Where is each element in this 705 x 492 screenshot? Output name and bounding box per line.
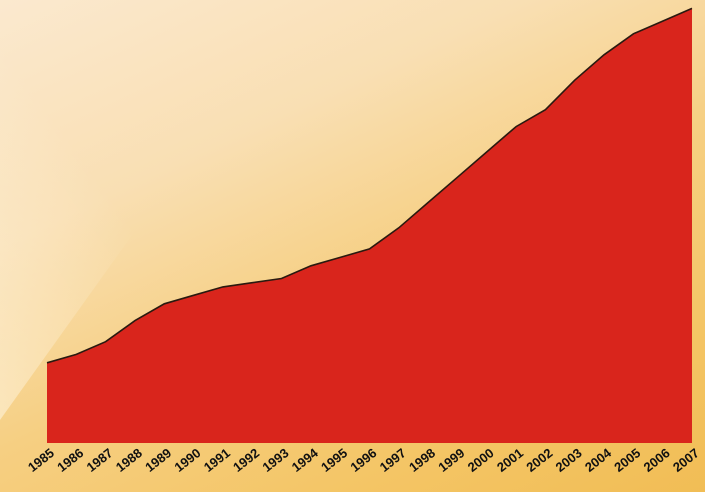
x-tick-label-1995: 1995 [318, 445, 350, 475]
x-tick-label-1986: 1986 [54, 445, 86, 475]
x-tick-label-2007: 2007 [670, 445, 702, 475]
x-tick-label-2000: 2000 [465, 445, 497, 475]
area-layer [46, 7, 693, 444]
x-tick-label-1994: 1994 [289, 445, 322, 475]
x-tick-label-1998: 1998 [406, 445, 438, 475]
x-tick-label-1997: 1997 [377, 445, 409, 475]
x-tick-label-2006: 2006 [641, 445, 673, 475]
x-tick-label-2002: 2002 [523, 445, 555, 475]
x-tick-label-1988: 1988 [113, 445, 145, 475]
x-tick-label-2004: 2004 [582, 445, 615, 475]
x-tick-label-1989: 1989 [142, 445, 174, 475]
x-tick-label-1991: 1991 [201, 445, 233, 475]
x-tick-label-1999: 1999 [435, 445, 467, 475]
x-tick-label-1987: 1987 [84, 445, 116, 475]
background-light-band [0, 0, 300, 420]
series-line [46, 7, 693, 364]
x-tick-label-1990: 1990 [172, 445, 204, 475]
x-tick-label-1993: 1993 [259, 445, 291, 475]
x-tick-label-1996: 1996 [347, 445, 379, 475]
x-tick-label-1985: 1985 [25, 445, 57, 475]
series-area-fill [47, 8, 692, 444]
x-tick-label-2001: 2001 [494, 445, 526, 475]
x-tick-label-2005: 2005 [611, 445, 643, 475]
x-axis-ticks: 1985198619871988198919901991199219931994… [25, 445, 702, 475]
x-tick-label-2003: 2003 [553, 445, 585, 475]
x-tick-label-1992: 1992 [230, 445, 262, 475]
